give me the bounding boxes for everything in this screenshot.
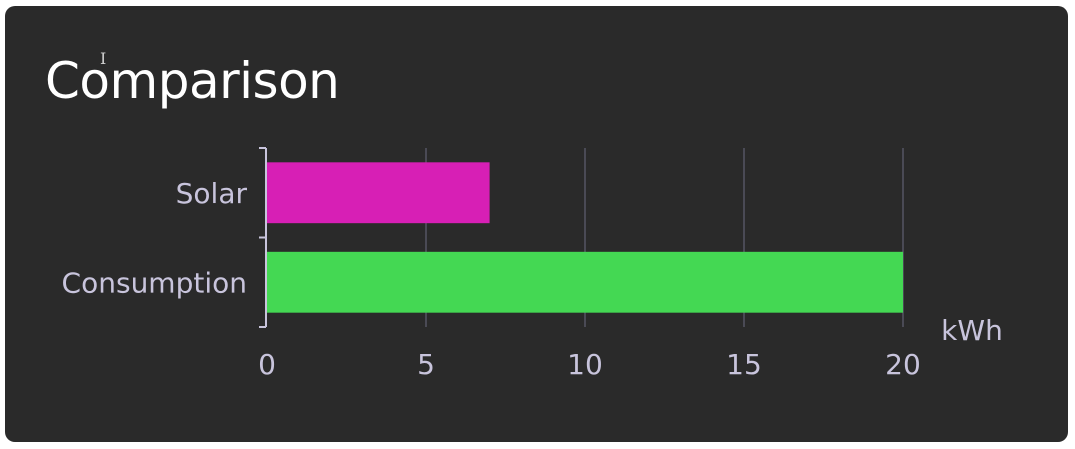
category-label-consumption: Consumption xyxy=(62,266,247,299)
x-tick-label-15: 15 xyxy=(726,348,762,381)
x-tick-label-5: 5 xyxy=(417,348,435,381)
chart-card: I Comparison xyxy=(5,6,1068,442)
bar-consumption xyxy=(267,251,903,313)
text-cursor-icon: I xyxy=(100,49,107,68)
bar-solar xyxy=(267,162,490,224)
category-label-solar: Solar xyxy=(176,177,248,210)
x-tick-label-20: 20 xyxy=(885,348,921,381)
x-tick-label-0: 0 xyxy=(258,348,276,381)
x-axis-unit-label: kWh xyxy=(941,314,1003,347)
x-tick-label-10: 10 xyxy=(567,348,603,381)
chart-title: Comparison xyxy=(45,52,340,110)
